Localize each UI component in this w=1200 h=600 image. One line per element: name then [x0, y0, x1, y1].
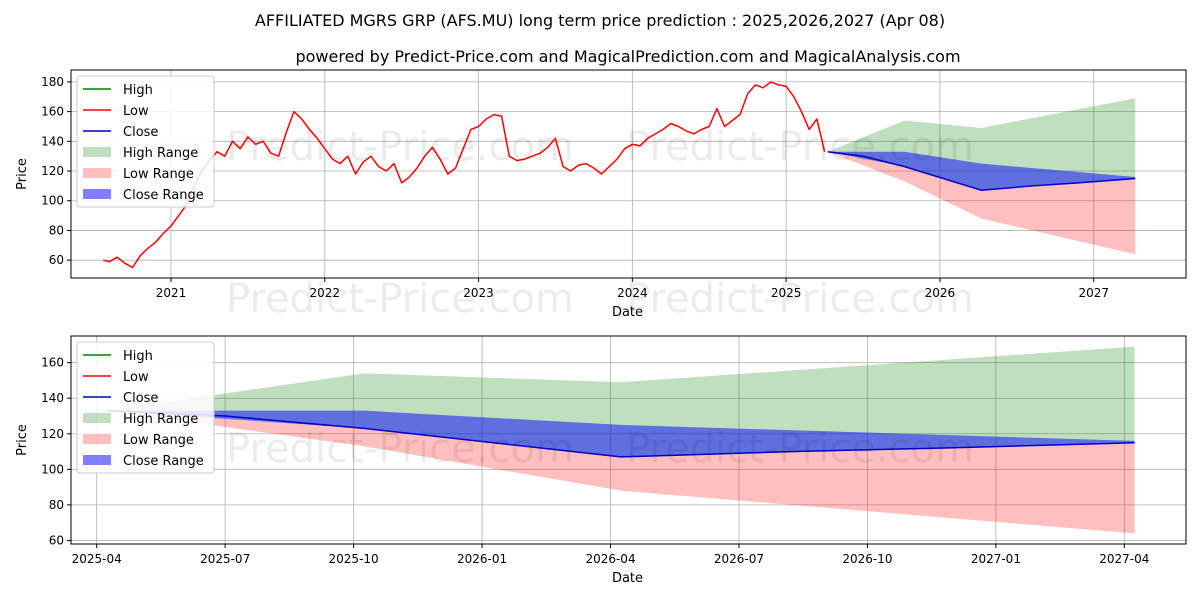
low-series-line [103, 81, 826, 269]
legend-label-low-range: Low Range [123, 433, 194, 448]
close-series-line [827, 150, 1136, 192]
x-tick-label: 2023 [463, 286, 494, 300]
legend-label-close-range: Close Range [123, 454, 204, 469]
x-tick-label: 2026 [925, 286, 956, 300]
legend-label-low-range: Low Range [123, 167, 194, 182]
legend-label-high: High [123, 83, 153, 98]
y-tick-label: 80 [49, 498, 64, 512]
watermark-text: Predict-Price.com [226, 124, 574, 170]
legend-swatch-close-range [83, 189, 111, 199]
y-tick-label: 120 [41, 427, 64, 441]
x-tick-label: 2027 [1078, 286, 1109, 300]
x-axis-label: Date [612, 571, 643, 586]
legend-swatch-low-range [83, 434, 111, 444]
watermark-text: Predict-Price.com [626, 276, 974, 322]
x-tick-label: 2025 [771, 286, 802, 300]
x-tick-label: 2026-10 [842, 552, 892, 566]
y-tick-label: 60 [49, 533, 64, 547]
legend-swatch-close-range [83, 455, 111, 465]
chart-subtitle: powered by Predict-Price.com and Magical… [295, 47, 960, 66]
legend-label-high: High [123, 349, 153, 364]
y-tick-label: 120 [41, 164, 64, 178]
y-tick-label: 140 [41, 134, 64, 148]
x-axis-label: Date [612, 305, 643, 320]
watermark-text: Predict-Price.com [626, 426, 974, 472]
legend-swatch-high-range [83, 413, 111, 423]
legend-swatch-high-range [83, 147, 111, 157]
x-tick-label: 2022 [309, 286, 340, 300]
high-range-band [827, 98, 1136, 191]
chart-title: AFFILIATED MGRS GRP (AFS.MU) long term p… [255, 11, 945, 30]
close-range-band [827, 151, 1136, 191]
legend-swatch-low-range [83, 168, 111, 178]
high-range-band [106, 346, 1135, 457]
y-tick-label: 80 [49, 223, 64, 237]
x-tick-label: 2026-07 [714, 552, 764, 566]
axes-frame [70, 69, 1187, 279]
legend-label-close: Close [123, 391, 158, 406]
legend-label-high-range: High Range [123, 146, 198, 161]
y-axis-label: Price [15, 424, 30, 456]
low-range-band [827, 151, 1136, 255]
watermark-text: Predict-Price.com [226, 276, 574, 322]
x-tick-label: 2025-10 [329, 552, 379, 566]
watermark-text: Predict-Price.com [626, 124, 974, 170]
watermark-text: Predict-Price.com [226, 426, 574, 472]
legend-box [76, 341, 215, 474]
plot-top: Predict-Price.com Predict-Price.com Predic… [15, 69, 1187, 322]
y-tick-label: 100 [41, 194, 64, 208]
low-range-band [106, 410, 1135, 534]
axes-frame [70, 335, 1187, 545]
y-tick-label: 100 [41, 462, 64, 476]
y-tick-label: 160 [41, 356, 64, 370]
legend-label-high-range: High Range [123, 412, 198, 427]
x-tick-label: 2027-01 [971, 552, 1021, 566]
legend-label-close: Close [123, 125, 158, 140]
plot-bottom: Predict-Price.com Predict-Price.com 2025-0… [15, 335, 1187, 586]
close-range-band [106, 410, 1135, 457]
x-tick-label: 2025-07 [200, 552, 250, 566]
legend-label-low: Low [123, 370, 149, 385]
legend-box [76, 75, 215, 208]
legend-label-close-range: Close Range [123, 188, 204, 203]
y-tick-label: 160 [41, 105, 64, 119]
x-tick-label: 2024 [617, 286, 648, 300]
x-tick-label: 2026-01 [457, 552, 507, 566]
close-series-line [106, 409, 1135, 458]
y-tick-label: 140 [41, 391, 64, 405]
x-tick-label: 2027-04 [1099, 552, 1149, 566]
y-axis-label: Price [15, 158, 30, 190]
x-tick-label: 2026-04 [585, 552, 635, 566]
x-tick-label: 2021 [156, 286, 187, 300]
legend-label-low: Low [123, 104, 149, 119]
x-tick-label: 2025-04 [72, 552, 122, 566]
y-tick-label: 180 [41, 75, 64, 89]
y-tick-label: 60 [49, 253, 64, 267]
